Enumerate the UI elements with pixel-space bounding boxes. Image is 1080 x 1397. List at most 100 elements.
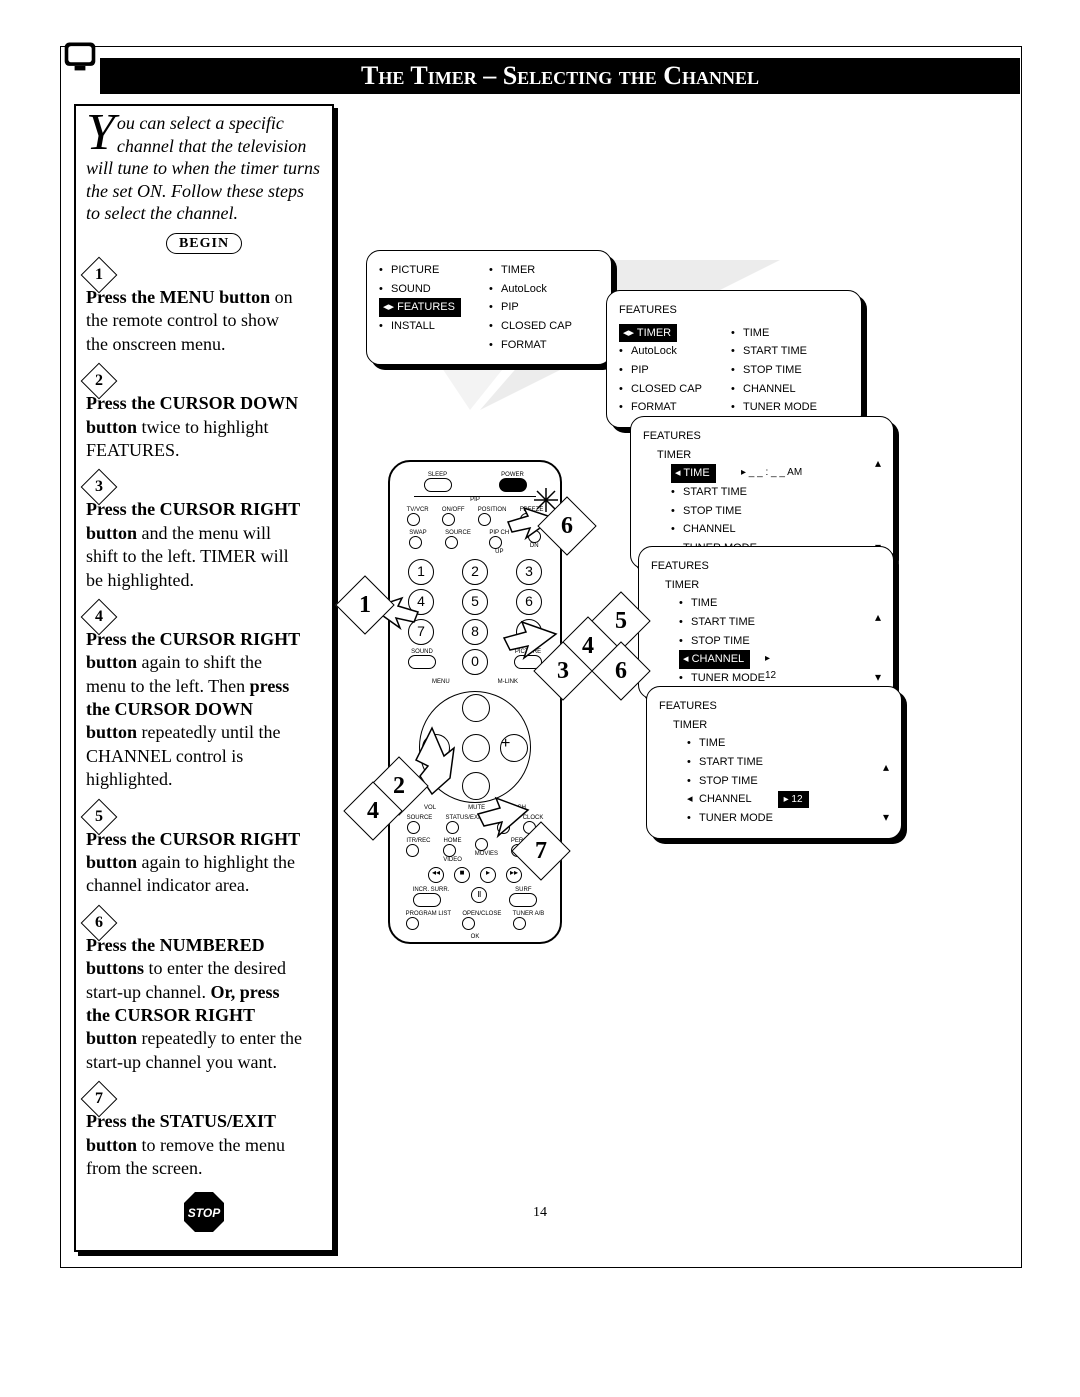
scroll-down-icon: ▾ [875, 667, 881, 687]
mute-label: MUTE [468, 805, 485, 811]
key-7[interactable]: 7 [408, 619, 434, 645]
remote-small-button[interactable] [445, 536, 458, 549]
step-4: 4Press the CURSOR RIGHT button again to … [86, 602, 322, 792]
step-5: 5Press the CURSOR RIGHT button again to … [86, 802, 322, 898]
osd-item: TUNER MODE [687, 809, 889, 828]
remote-small-button[interactable] [406, 844, 419, 857]
remote-small-button[interactable] [528, 530, 541, 543]
osd-panel-5: FEATURES TIMER ▴ TIMESTART TIMESTOP TIME… [646, 686, 902, 839]
osd-item: FORMAT [619, 398, 731, 417]
cursor-down-button[interactable] [462, 772, 490, 800]
surr-label: INCR. SURR. [413, 887, 450, 893]
remote-small-button[interactable] [475, 838, 488, 851]
steps-list: 1Press the MENU button on the remote con… [86, 260, 322, 1180]
scroll-up-icon: ▴ [875, 607, 881, 627]
remote-label: SOURCE [445, 530, 471, 536]
key-4[interactable]: 4 [408, 589, 434, 615]
remote-small-button[interactable] [489, 536, 502, 549]
remote-label: PROGRAM LIST [406, 911, 451, 917]
ok-label: OK [390, 934, 560, 940]
osd-item: INSTALL [379, 317, 489, 336]
osd-item: AutoLock [619, 342, 731, 361]
osd-item: START TIME [731, 342, 817, 361]
intro-dropcap: Y [86, 112, 117, 154]
osd-item: START TIME [679, 613, 881, 632]
osd-item: FORMAT [489, 336, 572, 355]
remote-label: ON/OFF [442, 507, 465, 513]
vol-label: VOL [424, 805, 436, 811]
step-text: Press the CURSOR RIGHT button and the me… [86, 498, 304, 592]
osd3-title: FEATURES [643, 427, 881, 446]
remote-label: TUNER A/B [513, 911, 545, 917]
remote-label: CC [497, 815, 510, 821]
remote-small-button[interactable] [409, 536, 422, 549]
power-button[interactable] [499, 478, 527, 492]
remote-small-button[interactable] [443, 844, 456, 857]
menu-label: MENU [432, 679, 450, 685]
key-9[interactable]: 9 [516, 619, 542, 645]
mlink-label: M-LINK [498, 679, 518, 685]
surf-label: SURF [509, 887, 537, 893]
rewind-button[interactable]: ◂◂ [428, 867, 444, 883]
intro-text: ou can select a specific channel that th… [86, 113, 320, 223]
osd5-title: FEATURES [659, 697, 889, 716]
step-text: Press the CURSOR RIGHT button again to h… [86, 828, 304, 898]
osd-item: PICTURE [379, 261, 489, 280]
remote-small-button[interactable] [497, 821, 510, 834]
ch-label: CH [517, 805, 526, 811]
osd3-subtitle: TIMER [657, 446, 881, 465]
intro-box: Y ou can select a specific channel that … [74, 104, 334, 1252]
remote-label: HOME [443, 838, 462, 844]
osd-item: PIP [619, 361, 731, 380]
remote-label: TV/VCR [407, 507, 429, 513]
remote-small-button[interactable] [513, 917, 526, 930]
pause-button[interactable]: Ⅱ [471, 887, 487, 903]
osd2-title: FEATURES [619, 301, 849, 320]
remote-small-button[interactable] [407, 513, 420, 526]
osd5-subtitle: TIMER [673, 716, 889, 735]
power-label: POWER [499, 472, 527, 478]
osd-item: CLOSED CAP [489, 317, 572, 336]
remote-small-button[interactable] [446, 821, 459, 834]
osd-item: STOP TIME [671, 502, 881, 521]
remote-label: ITR/REC [406, 838, 430, 844]
play-button[interactable]: ▸ [480, 867, 496, 883]
cursor-left-button[interactable]: + [422, 734, 450, 762]
osd-item: STOP TIME [731, 361, 817, 380]
key-1[interactable]: 1 [408, 559, 434, 585]
sound-button[interactable] [408, 655, 436, 669]
remote-small-button[interactable] [462, 917, 475, 930]
remote-small-button[interactable] [442, 513, 455, 526]
remote-small-button[interactable] [478, 513, 491, 526]
sleep-button[interactable] [424, 478, 452, 492]
step-text: Press the CURSOR RIGHT button again to s… [86, 628, 304, 792]
key-2[interactable]: 2 [462, 559, 488, 585]
surr-button[interactable] [413, 893, 441, 907]
key-5[interactable]: 5 [462, 589, 488, 615]
ffwd-button[interactable]: ▸▸ [506, 867, 522, 883]
step-6: 6Press the NUMBERED buttons to enter the… [86, 908, 322, 1074]
key-0[interactable]: 0 [462, 649, 488, 675]
step-text: Press the NUMBERED buttons to enter the … [86, 934, 304, 1074]
surf-button[interactable] [509, 893, 537, 907]
osd-item: SOUND [379, 280, 489, 299]
menu-button[interactable] [462, 734, 490, 762]
sound-label: SOUND [408, 649, 436, 655]
cursor-right-button[interactable]: + [500, 734, 528, 762]
osd4-subtitle: TIMER [665, 576, 881, 595]
osd-item: TIME [731, 324, 817, 343]
osd-item: ◂▸ FEATURES [379, 298, 461, 317]
picture-label: PICTURE [514, 649, 542, 655]
stop-button[interactable]: ■ [454, 867, 470, 883]
remote-small-button[interactable] [407, 821, 420, 834]
osd-item: TIME [679, 594, 881, 613]
osd-item: TIME [687, 734, 889, 753]
remote-small-button[interactable] [520, 513, 533, 526]
remote-label: SWAP [409, 530, 426, 536]
remote-small-button[interactable] [406, 917, 419, 930]
cursor-up-button[interactable] [462, 694, 490, 722]
key-6[interactable]: 6 [516, 589, 542, 615]
osd-panel-1: PICTURESOUND◂▸ FEATURESINSTALL TIMERAuto… [366, 250, 612, 365]
key-3[interactable]: 3 [516, 559, 542, 585]
key-8[interactable]: 8 [462, 619, 488, 645]
